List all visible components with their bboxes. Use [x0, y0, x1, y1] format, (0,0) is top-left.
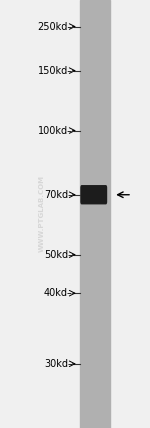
Text: 30kd–: 30kd– — [44, 359, 73, 369]
Text: 250kd–: 250kd– — [38, 21, 73, 32]
FancyBboxPatch shape — [81, 186, 106, 204]
Text: 150kd–: 150kd– — [38, 65, 73, 76]
Bar — [80, 0, 110, 428]
Text: WWW.PTGLAB.COM: WWW.PTGLAB.COM — [39, 175, 45, 253]
Text: 100kd–: 100kd– — [38, 125, 73, 136]
Text: 50kd–: 50kd– — [44, 250, 73, 260]
Text: 40kd–: 40kd– — [44, 288, 73, 298]
Text: 70kd–: 70kd– — [44, 190, 73, 200]
